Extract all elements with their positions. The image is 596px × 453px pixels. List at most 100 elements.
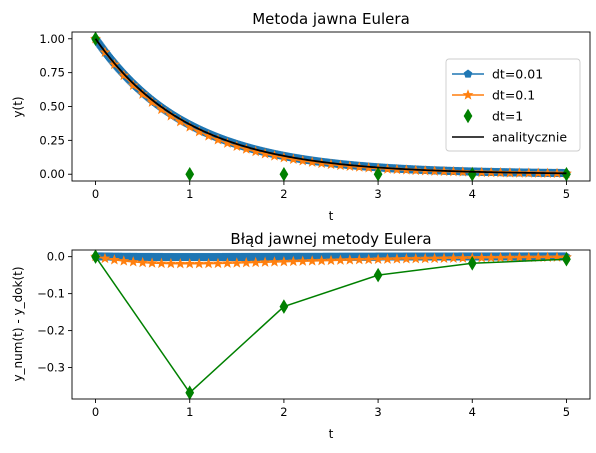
legend-item: dt=1: [463, 108, 523, 124]
bottom-series-dt-0-1-point: [127, 256, 139, 267]
bottom-series-dt-0-1-point: [344, 254, 356, 265]
legend-label: dt=0.1: [492, 88, 535, 103]
bottom-series-dt-0-1-point: [184, 258, 196, 269]
bottom-series-dt-0-1-point: [221, 257, 233, 268]
top-series-dt-0-1-point: [127, 79, 139, 91]
bottom-series-dt-0-1-point: [476, 252, 488, 263]
top-y-tick-label: 0.75: [39, 66, 65, 80]
legend-label: dt=0.01: [492, 67, 543, 82]
bottom-x-tick-label: 1: [186, 405, 193, 419]
bottom-series-dt-1-point: [91, 249, 100, 264]
bottom-series-dt-0-1-point: [363, 253, 375, 265]
top-y-tick-label: 1.00: [39, 32, 65, 46]
top-series-analitycznie: [94, 38, 567, 175]
bottom-series-dt-0-1: [90, 250, 572, 269]
legend-label: dt=1: [492, 109, 523, 124]
top-series-dt-0-1-point: [137, 88, 149, 99]
bottom-series-dt-0-1-point: [542, 251, 554, 262]
bottom-series-dt-0-1-point: [231, 257, 243, 268]
bottom-series-dt-0-1-point: [382, 253, 393, 264]
bottom-series-dt-0-1-point: [165, 257, 177, 269]
bottom-y-tick-label: −0.3: [37, 361, 65, 375]
bottom-y-ticks: 0.0 −0.1 −0.2 −0.3: [37, 250, 72, 375]
bottom-series-dt-0-1-point: [334, 254, 346, 265]
bottom-series-dt-0-1-point: [400, 253, 412, 264]
bottom-y-axis-label: y_num(t) - y_dok(t): [11, 266, 25, 381]
bottom-series-dt-0-1-point: [419, 252, 431, 264]
bottom-series-dt-0-1-point: [269, 256, 280, 267]
bottom-series-dt-1-point: [467, 256, 477, 271]
bottom-chart-title: Błąd jawnej metody Eulera: [230, 230, 431, 248]
top-y-tick-label: 0.50: [39, 100, 65, 114]
legend-marker: [463, 69, 473, 78]
bottom-series-dt-0-1-point: [513, 251, 525, 263]
legend-item: dt=0.01: [452, 67, 543, 82]
bottom-series-dt-1-point: [562, 251, 571, 267]
top-x-tick-label: 3: [374, 187, 381, 201]
legend-marker: [463, 108, 473, 124]
bottom-series-dt-1-line: [94, 256, 567, 394]
legend-label: analitycznie: [492, 130, 567, 145]
bottom-series-dt-0-1-point: [353, 254, 365, 265]
top-series-dt-0-1-point: [146, 96, 158, 107]
legend-box: [445, 58, 581, 152]
bottom-series-dt-0-1-point: [495, 251, 506, 263]
bottom-y-tick-label: −0.2: [37, 324, 65, 338]
bottom-series-dt-0-1-point: [532, 251, 544, 263]
bottom-series-dt-0-1-point: [156, 257, 167, 269]
bottom-axes-frame: [71, 249, 591, 400]
bottom-x-ticks: 0 1 2 3 4 5: [92, 399, 570, 419]
bottom-series-dt-0-1-point: [297, 255, 309, 266]
top-y-tick-label: 0.00: [39, 167, 65, 181]
bottom-x-axis-label: t: [329, 427, 334, 441]
bottom-series-dt-0-1-point: [504, 251, 516, 263]
legend-marker: [462, 89, 474, 100]
bottom-series-dt-0-1-point: [391, 253, 403, 264]
top-chart-title: Metoda jawna Eulera: [252, 10, 410, 28]
bottom-series-dt-0-1-point: [259, 256, 271, 267]
bottom-series-dt-0-1-point: [325, 254, 337, 266]
bottom-series-dt-0-1-point: [457, 252, 469, 263]
bottom-series-dt-0-1-point: [250, 256, 262, 268]
bottom-series-dt-0-1-point: [447, 252, 459, 263]
top-series-dt-1: [91, 31, 571, 182]
top-series-dt-0-1-point: [156, 103, 167, 115]
bottom-series-dt-0-1-point: [99, 252, 111, 264]
bottom-y-tick-label: 0.0: [47, 250, 65, 264]
top-series-analitycznie-line: [94, 38, 567, 175]
bottom-series-dt-0-1-point: [240, 257, 252, 268]
bottom-series-dt-0-1-point: [372, 253, 384, 265]
top-x-ticks: 0 1 2 3 4 5: [92, 181, 570, 201]
bottom-y-tick-label: −0.1: [37, 287, 65, 301]
bottom-x-tick-label: 2: [280, 405, 287, 419]
bottom-series-dt-0-1-point: [429, 252, 441, 264]
bottom-series-dt-0-1-point: [410, 252, 422, 264]
top-x-axis-label: t: [329, 209, 334, 223]
top-y-ticks: 0.00 0.25 0.50 0.75 1.00: [39, 32, 72, 181]
bottom-series-dt-0-1-point: [146, 257, 158, 268]
legend-item: analitycznie: [452, 130, 567, 145]
bottom-series-dt-1: [91, 249, 571, 400]
bottom-series-dt-0-1-point: [193, 257, 205, 269]
bottom-x-tick-label: 5: [563, 405, 570, 419]
bottom-x-tick-label: 0: [92, 405, 99, 419]
bottom-series-dt-0-1-point: [523, 251, 535, 263]
top-x-tick-label: 0: [92, 187, 99, 201]
bottom-series-dt-0-1-point: [203, 257, 215, 269]
bottom-plot-area: [72, 250, 590, 399]
bottom-series-dt-0-1-point: [485, 252, 497, 263]
bottom-series-dt-1-point: [279, 299, 289, 314]
bottom-series-dt-0-1-point: [174, 257, 186, 269]
bottom-subplot: Błąd jawnej metody Eulera 0 1 2 3 4 5 0.0 −0.1…: [11, 230, 591, 441]
bottom-series-dt-0-1-point: [278, 255, 290, 267]
legend-item: dt=0.1: [452, 88, 535, 103]
bottom-series-dt-0-1-point: [316, 254, 328, 266]
bottom-series-dt-0-1-point: [438, 252, 450, 263]
bottom-series-dt-0-1-point: [118, 255, 130, 266]
top-x-tick-label: 2: [280, 187, 287, 201]
top-y-tick-label: 0.25: [39, 133, 65, 147]
bottom-series-dt-0-1-point: [287, 255, 299, 267]
legend-items: dt=0.01 dt=0.1 dt=1 analitycznie: [452, 67, 567, 145]
top-x-tick-label: 4: [469, 187, 476, 201]
top-y-axis-label: y(t): [11, 96, 25, 117]
